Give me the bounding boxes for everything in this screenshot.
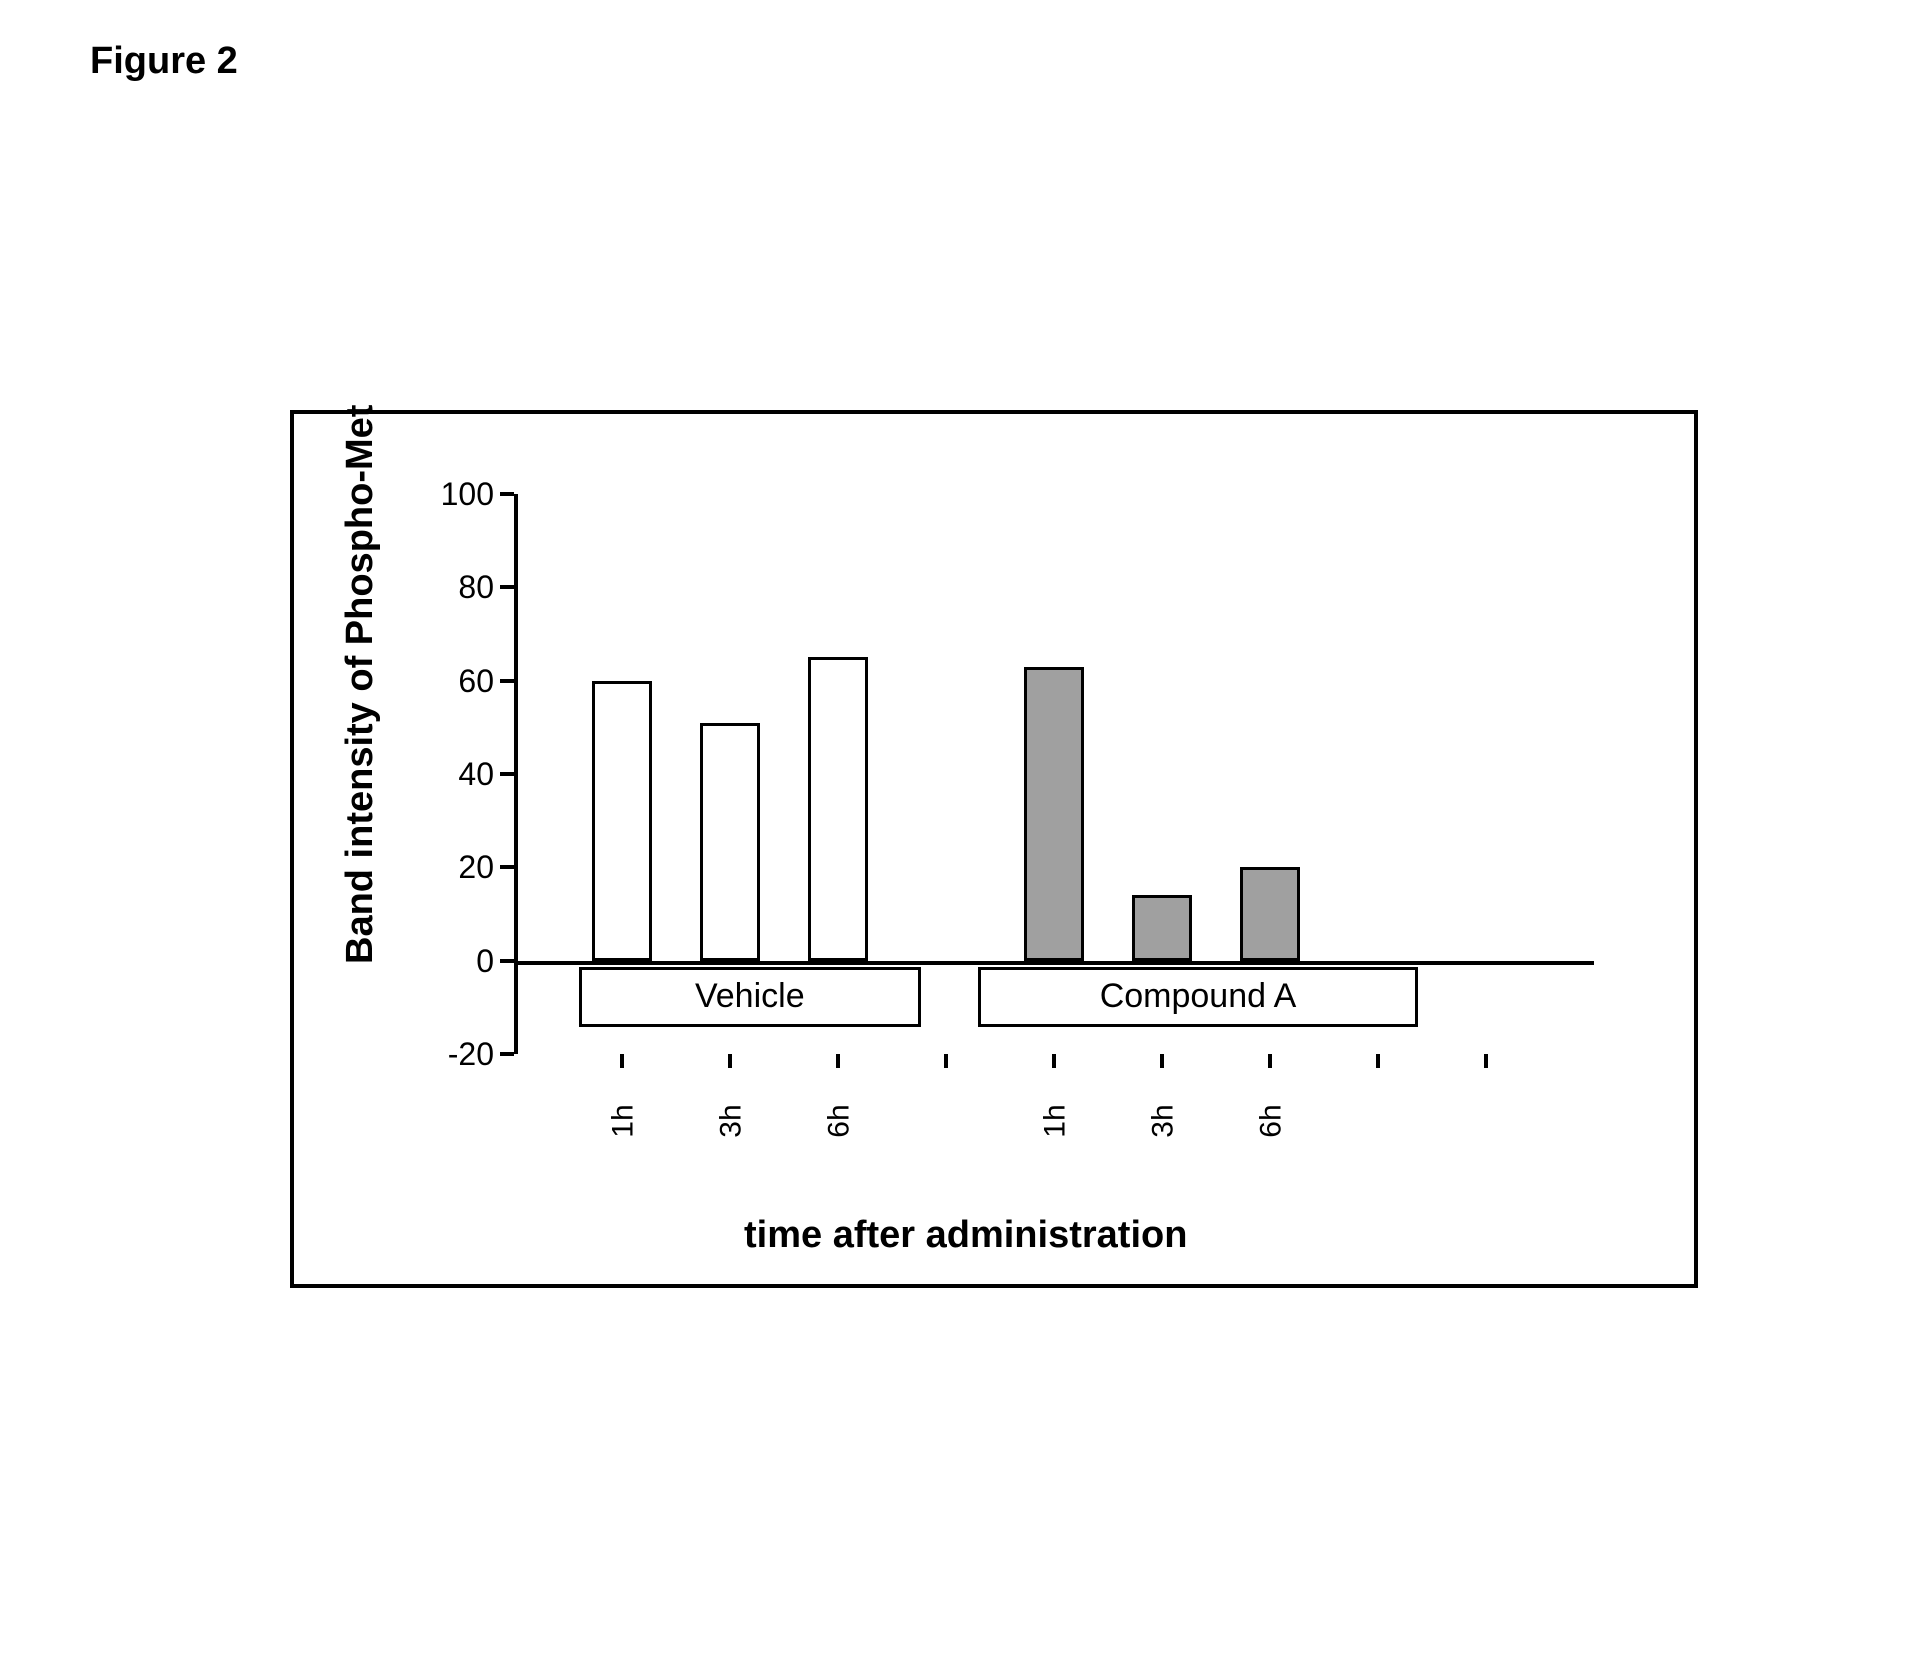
ytick-label: 100 — [404, 476, 494, 513]
xtick-label: 3h — [1147, 1104, 1181, 1137]
ytick-label: 20 — [404, 849, 494, 886]
y-axis-label: Band intensity of Phospho-Met — [339, 405, 382, 964]
ytick-mark — [500, 959, 514, 963]
xtick-mark — [728, 1054, 732, 1068]
x-axis-line — [514, 961, 1594, 965]
xtick-mark — [1484, 1054, 1488, 1068]
ytick-mark — [500, 492, 514, 496]
chart-frame: Band intensity of Phospho-Met time after… — [290, 410, 1698, 1288]
xtick-mark — [1052, 1054, 1056, 1068]
ytick-mark — [500, 585, 514, 589]
bar — [700, 723, 759, 961]
figure-title: Figure 2 — [90, 40, 238, 83]
xtick-mark — [1160, 1054, 1164, 1068]
xtick-mark — [620, 1054, 624, 1068]
xtick-mark — [944, 1054, 948, 1068]
xtick-label: 3h — [715, 1104, 749, 1137]
page: Figure 2 Band intensity of Phospho-Met t… — [0, 0, 1912, 1668]
ytick-mark — [500, 772, 514, 776]
ytick-mark — [500, 1052, 514, 1056]
ytick-mark — [500, 679, 514, 683]
bar — [1132, 895, 1191, 960]
xtick-mark — [1268, 1054, 1272, 1068]
ytick-label: -20 — [404, 1036, 494, 1073]
xtick-label: 6h — [823, 1104, 857, 1137]
xtick-label: 1h — [1039, 1104, 1073, 1137]
ytick-label: 60 — [404, 663, 494, 700]
bar — [592, 681, 651, 961]
xtick-mark — [836, 1054, 840, 1068]
ytick-label: 80 — [404, 569, 494, 606]
xtick-label: 6h — [1255, 1104, 1289, 1137]
x-axis-label: time after administration — [744, 1214, 1187, 1257]
ytick-mark — [500, 865, 514, 869]
plot-area: 100806040200-201h3h6h1h3h6hVehicleCompou… — [514, 494, 1594, 1054]
group-label-box: Compound A — [978, 967, 1417, 1027]
bar — [1024, 667, 1083, 961]
bar — [808, 657, 867, 960]
ytick-label: 0 — [404, 943, 494, 980]
bar — [1240, 867, 1299, 960]
y-axis-line — [514, 494, 518, 1054]
ytick-label: 40 — [404, 756, 494, 793]
xtick-mark — [1376, 1054, 1380, 1068]
group-label-box: Vehicle — [579, 967, 921, 1027]
xtick-label: 1h — [607, 1104, 641, 1137]
